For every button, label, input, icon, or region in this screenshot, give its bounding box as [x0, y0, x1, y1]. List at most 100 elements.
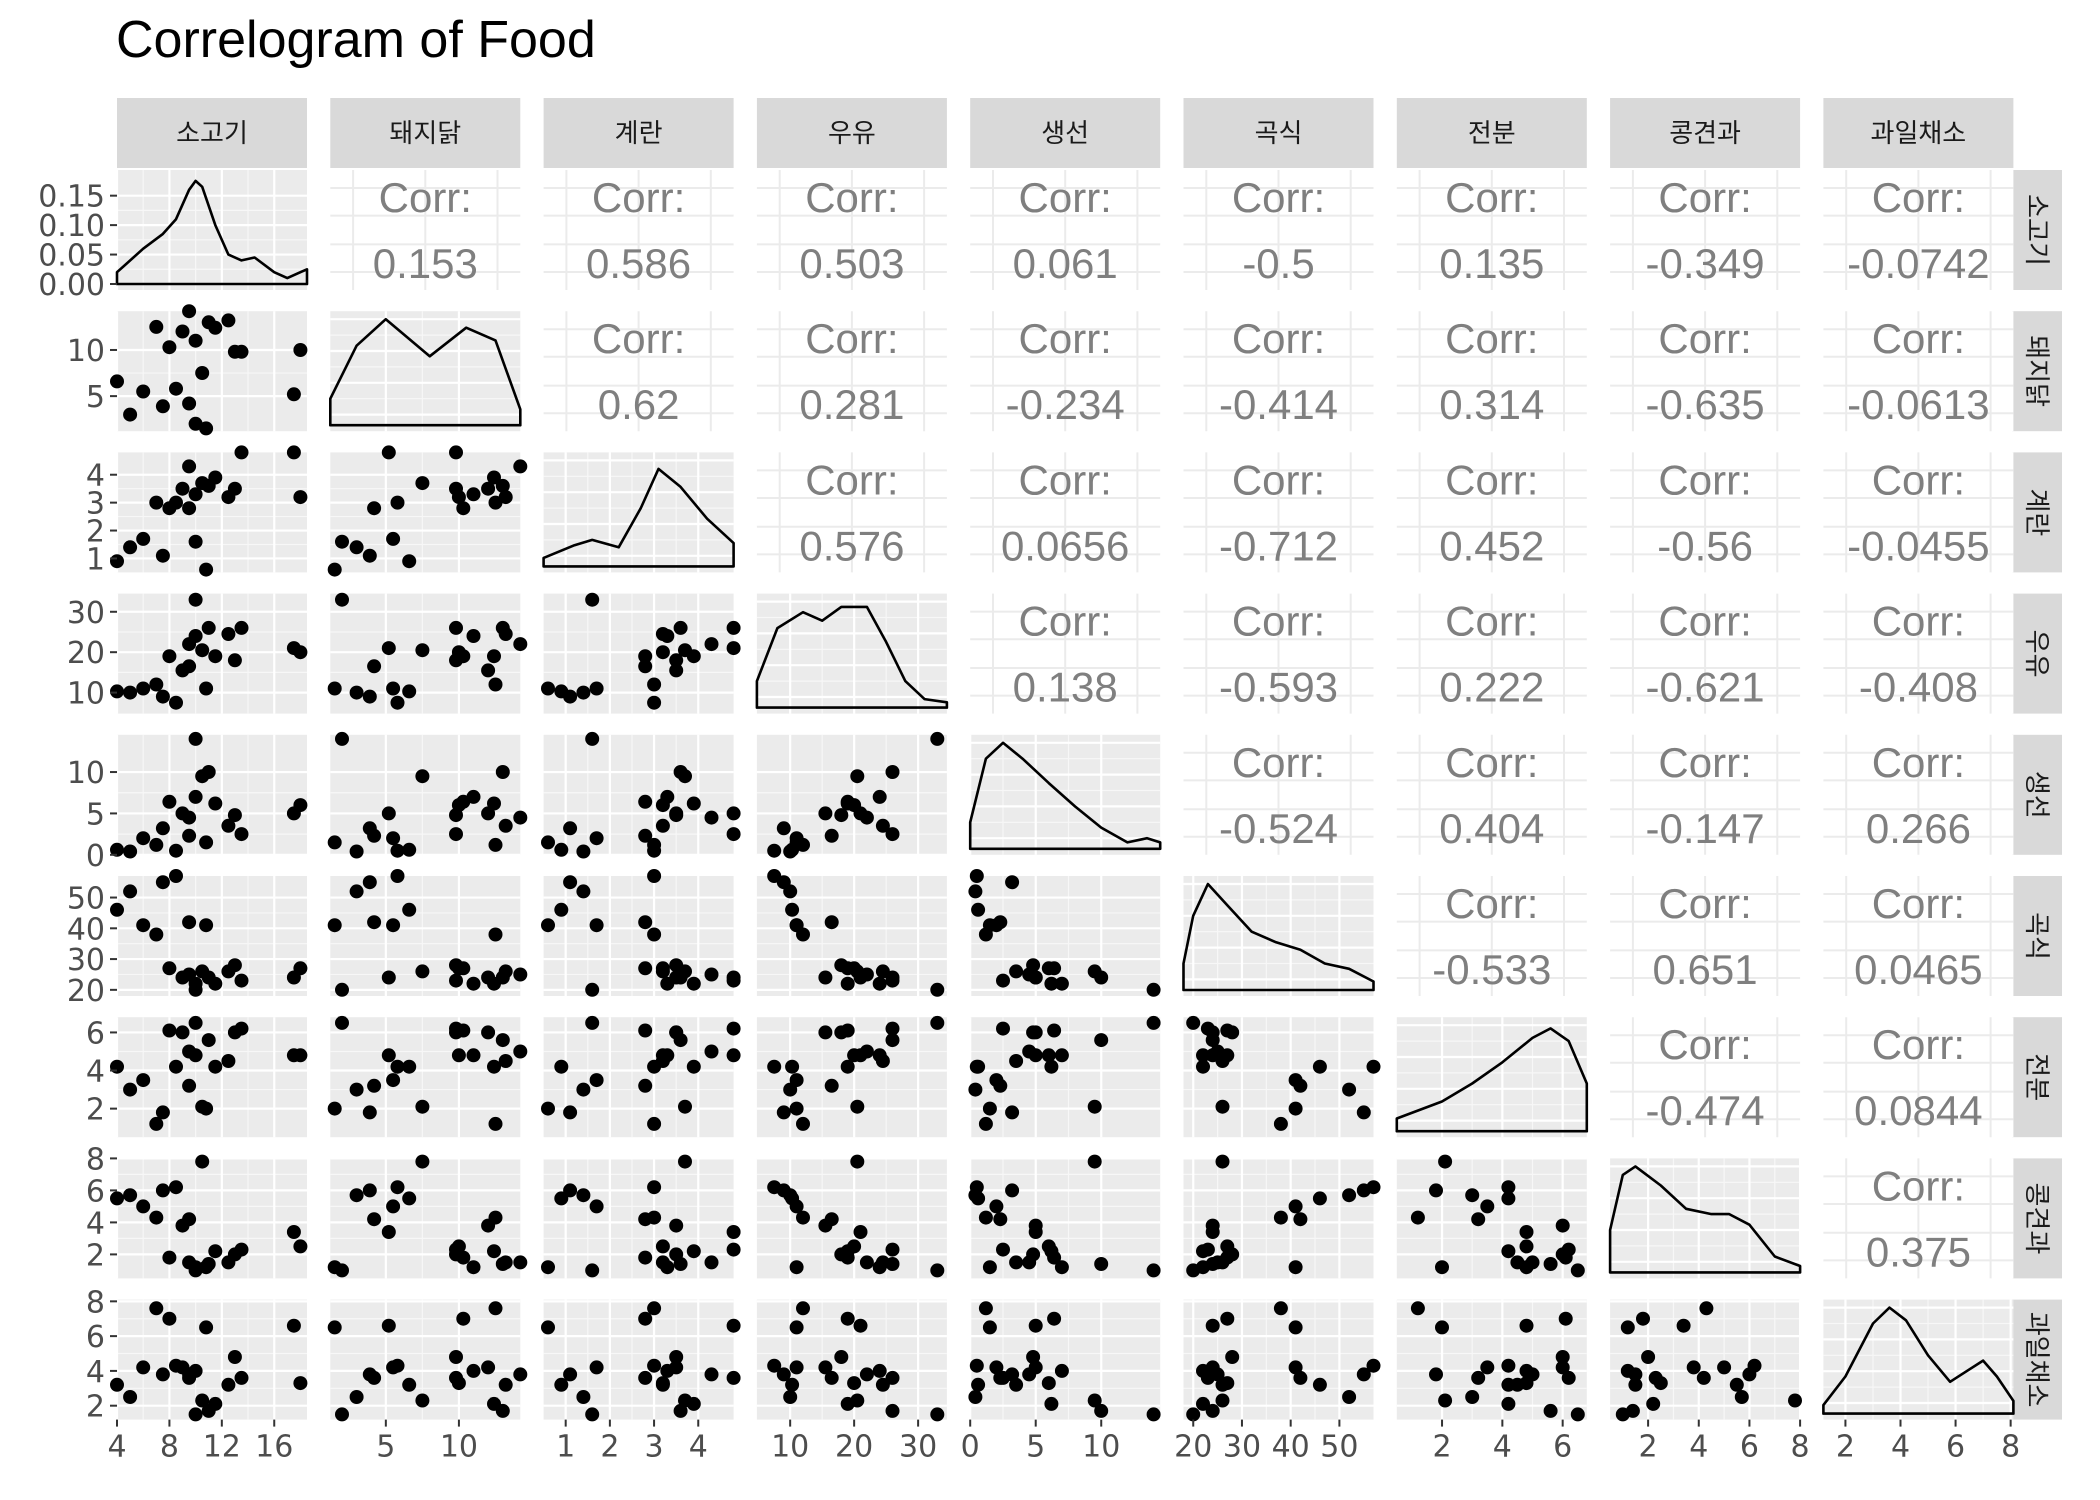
scatter-point — [367, 659, 382, 674]
scatter-point — [498, 1054, 513, 1068]
scatter-point — [655, 1239, 670, 1254]
scatter-point — [840, 1311, 855, 1326]
y-axis-tick-label: 1 — [86, 542, 105, 577]
scatter-point — [286, 387, 301, 402]
scatter-point — [481, 1025, 496, 1040]
x-axis-tick-label: 16 — [255, 1430, 293, 1465]
scatter-point — [449, 973, 463, 988]
x-axis-tick-label: 4 — [1689, 1430, 1708, 1465]
scatter-point — [1026, 1350, 1041, 1364]
x-axis-tick-label: 40 — [1272, 1430, 1310, 1465]
x-axis-tick-label: 4 — [689, 1430, 708, 1465]
density-curve — [115, 179, 309, 286]
y-axis-tick-label: 0.15 — [38, 180, 105, 215]
scatter-point — [1510, 1255, 1525, 1270]
scatter-point — [1009, 964, 1024, 979]
scatter-point — [386, 531, 401, 546]
scatter-point — [136, 1199, 151, 1214]
scatter-point — [1205, 1225, 1220, 1239]
density-curve — [755, 605, 949, 709]
x-axis-tick-label: 20 — [835, 1430, 873, 1465]
y-axis-tick-label: 0 — [86, 839, 105, 874]
scatter-point — [1026, 1025, 1041, 1040]
scatter-point — [589, 831, 604, 846]
scatter-point — [1220, 1048, 1235, 1063]
scatter-point — [1356, 1105, 1371, 1120]
scatter-point — [110, 374, 124, 389]
corr-value: -0.524 — [1219, 805, 1338, 852]
scatter-point — [1429, 1367, 1443, 1382]
scatter-point — [875, 964, 890, 979]
scatter-point — [123, 1082, 138, 1097]
scatter-point — [1054, 1260, 1069, 1275]
scatter-point — [726, 1048, 741, 1063]
scatter-point — [123, 685, 138, 700]
scatter-point — [686, 649, 701, 664]
scatter-point — [349, 685, 364, 700]
scatter-point — [1543, 1403, 1558, 1418]
scatter-point — [188, 982, 203, 997]
scatter-point — [978, 1210, 993, 1225]
scatter-point — [726, 1370, 741, 1385]
scatter-point — [155, 399, 170, 414]
column-strip-label: 계란 — [615, 119, 663, 149]
scatter-point — [968, 884, 983, 899]
scatter-point — [221, 313, 236, 328]
x-axis-tick-label: 2 — [1639, 1430, 1658, 1465]
scatter-point — [1220, 1239, 1235, 1254]
scatter-point — [221, 1054, 236, 1068]
y-axis-tick-label: 20 — [67, 974, 105, 1009]
x-axis-tick-label: 20 — [1174, 1430, 1212, 1465]
scatter-point — [978, 1301, 993, 1316]
corr-label: Corr: — [1019, 315, 1112, 362]
scatter-point — [850, 769, 865, 784]
x-axis-tick-label: 6 — [1740, 1430, 1759, 1465]
scatter-point — [221, 1377, 236, 1392]
x-axis-tick-label: 10 — [771, 1430, 809, 1465]
scatter-point — [1501, 1191, 1516, 1206]
scatter-point — [655, 1255, 670, 1270]
scatter-point — [1288, 1320, 1303, 1335]
scatter-point — [182, 459, 197, 474]
scatter-point — [415, 1099, 430, 1114]
scatter-point — [853, 1225, 868, 1239]
corr-value: 0.452 — [1439, 522, 1544, 569]
column-strip — [1183, 98, 1374, 168]
scatter-point — [1628, 1377, 1643, 1392]
scatter-point — [466, 1048, 481, 1063]
corr-value: -0.408 — [1859, 664, 1978, 711]
scatter-point — [726, 1318, 741, 1333]
scatter-point — [776, 821, 791, 836]
scatter-point — [783, 1390, 798, 1404]
scatter-point — [227, 481, 242, 496]
corr-label: Corr: — [1445, 456, 1538, 503]
scatter-point — [638, 794, 653, 809]
x-axis-tick-label: 0 — [961, 1430, 980, 1465]
scatter-point — [968, 1082, 983, 1097]
scatter-point — [390, 869, 405, 883]
scatter-point — [456, 1311, 471, 1326]
column-strip-label: 생선 — [1041, 119, 1089, 149]
scatter-point — [971, 902, 986, 917]
scatter-point — [847, 1376, 862, 1391]
scatter-point — [402, 1377, 417, 1392]
corr-value: 0.266 — [1866, 805, 1971, 852]
scatter-point — [655, 961, 670, 976]
corr-label: Corr: — [1658, 315, 1751, 362]
scatter-point — [859, 1367, 874, 1382]
corr-label: Corr: — [1445, 880, 1538, 927]
row-strip — [2012, 1017, 2062, 1138]
scatter-point — [1636, 1311, 1650, 1326]
scatter-point — [1729, 1377, 1744, 1392]
scatter-point — [789, 1073, 804, 1088]
scatter-point — [136, 1073, 151, 1088]
scatter-point — [1646, 1396, 1661, 1411]
scatter-point — [293, 1376, 308, 1391]
scatter-point — [1054, 976, 1069, 991]
row-strip-label: 소고기 — [2021, 194, 2051, 266]
scatter-point — [1200, 1242, 1215, 1257]
corr-value: -0.533 — [1432, 946, 1551, 993]
x-axis-tick-label: 5 — [1026, 1430, 1045, 1465]
